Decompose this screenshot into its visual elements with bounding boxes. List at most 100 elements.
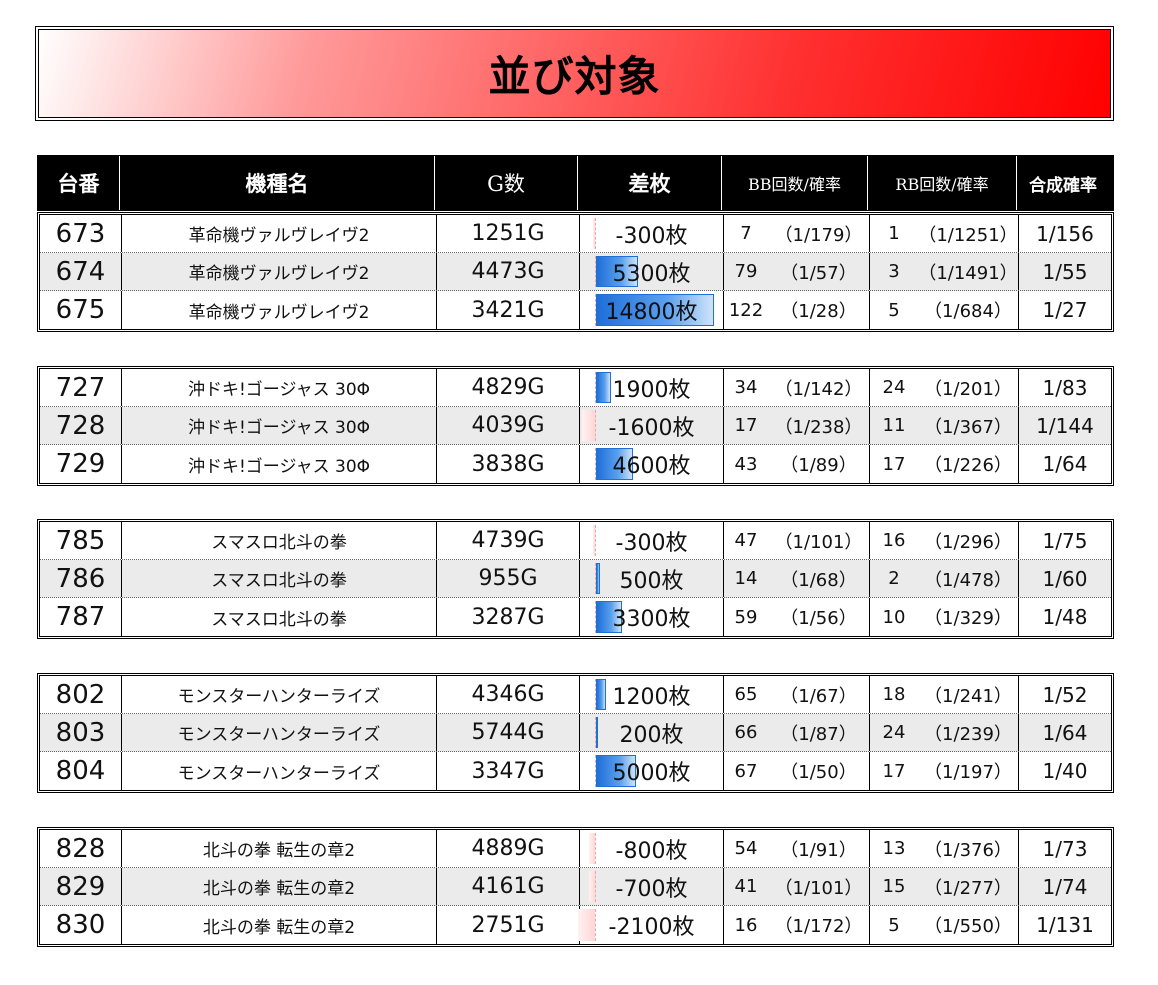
bb-rate-cell: （1/142）: [768, 369, 870, 406]
table-row: 729 沖ドキ!ゴージャス 30Φ 3838G 4600枚 43 （1/89） 17 （1/2…: [40, 445, 1111, 483]
diff-bar: [582, 410, 595, 441]
diff-bar-axis: [595, 755, 596, 787]
diff-bar-axis: [595, 563, 596, 594]
diff-bar: [596, 755, 636, 787]
diff-bar-axis: [595, 410, 596, 441]
machine-group: 785 スマスロ北斗の拳 4739G -300枚 47 （1/101） 16 （1/296） 1…: [37, 519, 1114, 639]
title-banner: 並び対象: [35, 26, 1114, 121]
bb-count-cell: 59: [734, 606, 758, 628]
diff-bar: [593, 218, 595, 249]
bb-rate-cell: （1/87）: [768, 714, 870, 751]
table-row: 829 北斗の拳 転生の章2 4161G -700枚 41 （1/101） 15 （1/277…: [40, 868, 1111, 906]
machine-name-cell: スマスロ北斗の拳: [122, 560, 437, 597]
machine-name-cell: 革命機ヴァルヴレイヴ2: [122, 215, 437, 252]
rb-count-cell: 13: [882, 838, 906, 859]
bb-rate-cell: （1/50）: [768, 752, 870, 790]
difference-value: 500枚: [619, 568, 684, 594]
games-count-cell: 4473G: [437, 253, 580, 290]
bb-count-cell: 43: [734, 453, 758, 475]
diff-bar: [596, 563, 600, 594]
diff-bar: [596, 256, 638, 287]
combined-rate-cell: 1/83: [1042, 375, 1088, 400]
difference-value: 3300枚: [612, 607, 691, 632]
machine-number-cell: 830: [40, 906, 122, 944]
rb-count-cell: 1: [888, 223, 900, 244]
difference-value: -1600枚: [608, 415, 695, 441]
rb-count-cell: 15: [882, 876, 906, 897]
machine-number-cell: 802: [40, 676, 122, 713]
diff-bar: [596, 448, 633, 480]
diff-bar-axis: [595, 909, 596, 941]
table-row: 785 スマスロ北斗の拳 4739G -300枚 47 （1/101） 16 （1/296） 1…: [40, 522, 1111, 560]
diff-bar-axis: [595, 601, 596, 633]
table-row: 803 モンスターハンターライズ 5744G 200枚 66 （1/87） 24 （1/239…: [40, 714, 1111, 752]
machine-group: 727 沖ドキ!ゴージャス 30Φ 4829G 1900枚 34 （1/142） 24 （1/…: [37, 366, 1114, 486]
combined-rate-cell: 1/52: [1042, 682, 1088, 707]
machine-name-cell: 革命機ヴァルヴレイヴ2: [122, 253, 437, 290]
title-banner-inner: 並び対象: [38, 29, 1111, 118]
difference-cell: -700枚: [580, 868, 724, 905]
difference-value: -300枚: [615, 530, 688, 556]
header-games: G数: [435, 156, 578, 210]
bb-count-cell: 122: [728, 299, 764, 321]
rb-rate-cell: （1/277）: [918, 868, 1019, 905]
bb-rate-cell: （1/101）: [768, 522, 870, 559]
table-header: 台番 機種名 G数 差枚 BB回数/確率 RB回数/確率 合成確率: [37, 155, 1114, 211]
difference-value: -700枚: [615, 876, 688, 902]
difference-value: -300枚: [615, 223, 688, 249]
rb-count-cell: 18: [882, 684, 906, 705]
machine-name-cell: スマスロ北斗の拳: [122, 598, 437, 636]
bb-count-cell: 41: [734, 876, 758, 897]
combined-rate-cell: 1/131: [1036, 913, 1094, 937]
combined-rate-cell: 1/64: [1042, 452, 1088, 476]
difference-value: 5000枚: [612, 761, 691, 786]
table-row: 675 革命機ヴァルヴレイヴ2 3421G 14800枚 122 （1/28） 5 （1/68…: [40, 291, 1111, 329]
rb-count-cell: 17: [882, 453, 906, 475]
machine-number-cell: 787: [40, 598, 122, 636]
difference-cell: 500枚: [580, 560, 724, 597]
bb-rate-cell: （1/56）: [768, 598, 870, 636]
machine-number-cell: 803: [40, 714, 122, 751]
games-count-cell: 1251G: [437, 215, 580, 252]
machine-group: 828 北斗の拳 転生の章2 4889G -800枚 54 （1/91） 13 （1/376）…: [37, 827, 1114, 947]
difference-cell: -1600枚: [580, 407, 724, 444]
difference-cell: 1200枚: [580, 676, 724, 713]
difference-value: 5300枚: [612, 261, 691, 287]
rb-rate-cell: （1/1491）: [918, 253, 1019, 290]
rb-rate-cell: （1/329）: [918, 598, 1019, 636]
difference-cell: -300枚: [580, 522, 724, 559]
rb-rate-cell: （1/201）: [918, 369, 1019, 406]
combined-rate-cell: 1/73: [1042, 836, 1088, 861]
difference-cell: 3300枚: [580, 598, 724, 636]
machine-number-cell: 674: [40, 253, 122, 290]
rb-count-cell: 5: [888, 299, 900, 321]
combined-rate-cell: 1/156: [1036, 221, 1094, 246]
games-count-cell: 3287G: [437, 598, 580, 636]
games-count-cell: 4039G: [437, 407, 580, 444]
combined-rate-cell: 1/48: [1042, 605, 1088, 629]
diff-bar: [596, 679, 606, 710]
games-count-cell: 4346G: [437, 676, 580, 713]
games-count-cell: 5744G: [437, 714, 580, 751]
rb-count-cell: 11: [882, 415, 906, 436]
table-row: 727 沖ドキ!ゴージャス 30Φ 4829G 1900枚 34 （1/142） 24 （1/…: [40, 369, 1111, 407]
table-row: 728 沖ドキ!ゴージャス 30Φ 4039G -1600枚 17 （1/238） 11 （1…: [40, 407, 1111, 445]
bb-rate-cell: （1/67）: [768, 676, 870, 713]
games-count-cell: 4739G: [437, 522, 580, 559]
diff-bar-axis: [595, 679, 596, 710]
games-count-cell: 4889G: [437, 830, 580, 867]
games-count-cell: 955G: [437, 560, 580, 597]
bb-rate-cell: （1/91）: [768, 830, 870, 867]
machine-name-cell: モンスターハンターライズ: [122, 676, 437, 713]
rb-rate-cell: （1/241）: [918, 676, 1019, 713]
diff-bar: [589, 871, 595, 902]
rb-rate-cell: （1/478）: [918, 560, 1019, 597]
bb-rate-cell: （1/28）: [768, 291, 870, 329]
machine-number-cell: 829: [40, 868, 122, 905]
table-row: 786 スマスロ北斗の拳 955G 500枚 14 （1/68） 2 （1/478） 1/60: [40, 560, 1111, 598]
bb-count-cell: 66: [734, 722, 758, 743]
bb-rate-cell: （1/238）: [768, 407, 870, 444]
machine-number-cell: 786: [40, 560, 122, 597]
diff-bar-axis: [595, 256, 596, 287]
diff-bar: [589, 833, 595, 864]
